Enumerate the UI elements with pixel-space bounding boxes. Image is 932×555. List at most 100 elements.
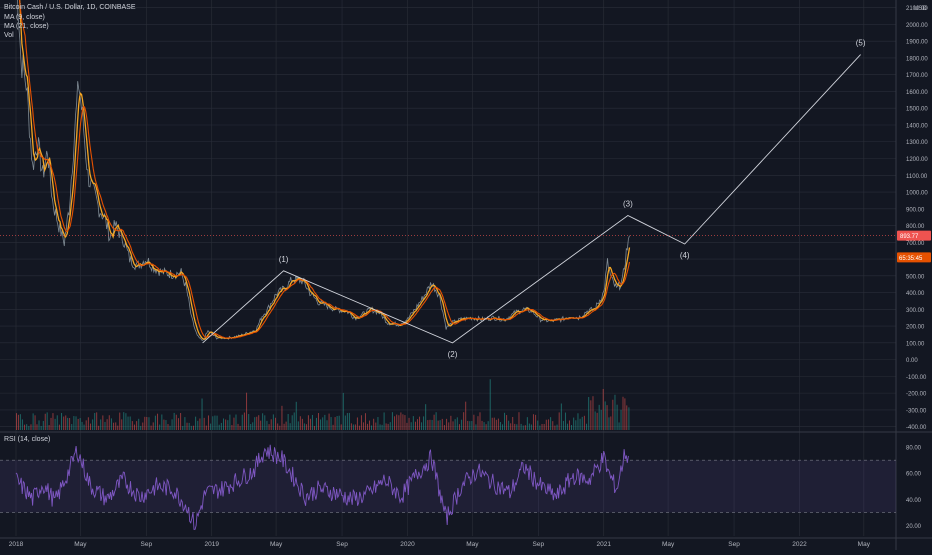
volume-bar xyxy=(252,422,254,430)
volume-bar xyxy=(299,416,301,430)
volume-bar xyxy=(315,417,317,430)
time-tick-label: Sep xyxy=(336,541,348,548)
volume-bar xyxy=(32,413,34,430)
volume-bar xyxy=(165,420,167,430)
volume-bar xyxy=(79,418,81,430)
volume-bar xyxy=(581,416,583,430)
volume-bar xyxy=(233,417,235,430)
volume-bar xyxy=(218,424,220,430)
volume-bar xyxy=(402,414,404,430)
volume-bar xyxy=(313,425,315,430)
volume-bar xyxy=(612,399,614,430)
ma-price-value: 65:35:45 xyxy=(899,256,923,262)
volume-bar xyxy=(94,412,96,430)
rsi-pane-label[interactable]: RSI (14, close) xyxy=(4,436,51,443)
volume-bar xyxy=(169,425,171,430)
volume-bar xyxy=(26,424,28,430)
volume-bar xyxy=(138,418,140,430)
price-tick-label: 2000.00 xyxy=(906,23,928,29)
volume-bar xyxy=(127,416,129,430)
volume-bar xyxy=(535,414,537,430)
price-tick-label: 1900.00 xyxy=(906,40,928,46)
volume-bar xyxy=(157,413,159,430)
volume-bar xyxy=(87,417,89,430)
volume-bar xyxy=(340,424,342,430)
volume-bar xyxy=(575,420,577,430)
volume-bar xyxy=(83,424,85,430)
volume-bar xyxy=(410,422,412,430)
volume-bar xyxy=(501,424,503,430)
volume-bar xyxy=(177,418,179,430)
price-tick-label: 1700.00 xyxy=(906,73,928,79)
volume-bar xyxy=(477,416,479,430)
price-tick-label: 0.00 xyxy=(906,358,918,364)
volume-bar xyxy=(246,392,248,430)
volume-bar xyxy=(571,425,573,430)
volume-bar xyxy=(532,414,534,430)
volume-bar xyxy=(443,425,445,430)
volume-bar xyxy=(192,425,194,430)
volume-bar xyxy=(562,420,564,430)
volume-bar xyxy=(552,421,554,430)
volume-bar xyxy=(167,424,169,430)
volume-bar xyxy=(391,412,393,430)
volume-bar xyxy=(113,422,115,430)
time-tick-label: May xyxy=(466,541,479,548)
volume-bar xyxy=(48,425,50,430)
volume-bar xyxy=(423,416,425,430)
time-tick-label: May xyxy=(74,541,87,548)
volume-bar xyxy=(207,415,209,430)
price-tick-label: -400.00 xyxy=(906,425,927,431)
time-tick-label: Sep xyxy=(533,541,545,548)
volume-bar xyxy=(250,423,252,430)
volume-bar xyxy=(121,419,123,430)
volume-bar xyxy=(550,417,552,430)
volume-bar xyxy=(628,407,630,430)
volume-bar xyxy=(36,424,38,430)
volume-bar xyxy=(342,392,344,430)
volume-bar xyxy=(154,415,156,430)
volume-bar xyxy=(16,413,17,430)
volume-bar xyxy=(205,425,207,430)
volume-bar xyxy=(537,420,539,430)
volume-bar xyxy=(69,418,71,430)
volume-bar xyxy=(379,424,381,430)
volume-bar xyxy=(96,412,98,430)
volume-bar xyxy=(475,424,477,430)
price-tick-label: 1400.00 xyxy=(906,123,928,129)
wave-label: (3) xyxy=(623,199,633,208)
indicator-ma9[interactable]: MA (9, close) xyxy=(4,14,45,21)
symbol-title[interactable]: Bitcoin Cash / U.S. Dollar, 1D, COINBASE xyxy=(4,4,136,11)
indicator-vol[interactable]: Vol xyxy=(4,32,14,39)
volume-bar xyxy=(364,413,366,430)
volume-bar xyxy=(543,423,545,430)
rsi-tick-label: 60.00 xyxy=(906,472,922,478)
volume-bar xyxy=(387,423,389,430)
volume-bar xyxy=(301,418,303,430)
volume-bar xyxy=(491,417,493,430)
volume-bars xyxy=(16,379,630,430)
volume-bar xyxy=(602,388,604,430)
volume-bar xyxy=(467,420,469,430)
volume-bar xyxy=(222,418,224,430)
volume-bar xyxy=(61,412,63,430)
volume-bar xyxy=(530,424,532,430)
time-tick-label: 2018 xyxy=(9,541,24,548)
indicator-ma21[interactable]: MA (21, close) xyxy=(4,23,49,30)
volume-bar xyxy=(414,421,416,430)
rsi-tick-label: 40.00 xyxy=(906,498,922,504)
volume-bar xyxy=(212,416,214,430)
volume-bar xyxy=(588,397,590,430)
volume-bar xyxy=(512,416,514,430)
price-tick-label: 1100.00 xyxy=(906,174,928,180)
price-tick-label: 100.00 xyxy=(906,341,925,347)
volume-bar xyxy=(188,422,190,430)
volume-bar xyxy=(465,401,467,430)
volume-bar xyxy=(348,412,350,430)
volume-bar xyxy=(427,420,429,430)
volume-bar xyxy=(569,420,571,430)
volume-bar xyxy=(366,423,368,430)
volume-bar xyxy=(297,421,299,430)
